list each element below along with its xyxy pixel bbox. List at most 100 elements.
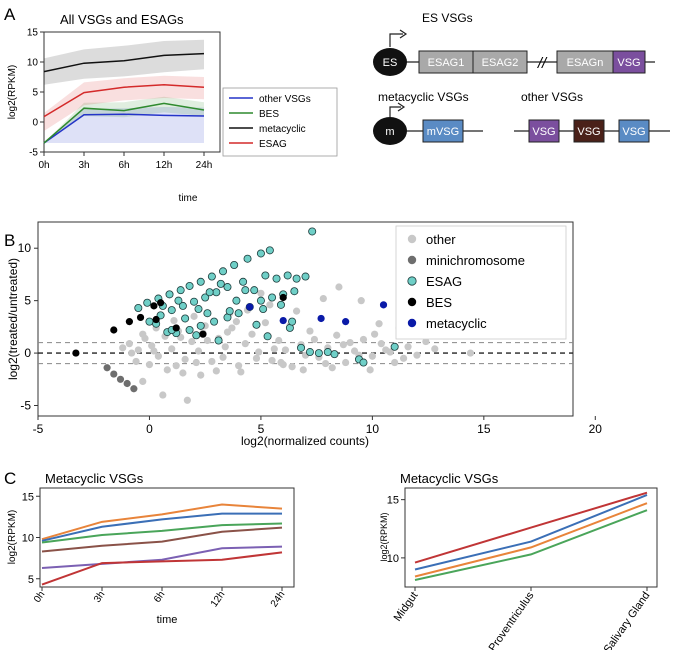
chart-b-point-other_pt — [306, 327, 314, 335]
mvsg-box — [422, 119, 464, 143]
chart-b-point-other_pt — [266, 301, 274, 309]
chart-b-point-esag_pt — [308, 227, 317, 236]
legend-label: ESAG — [259, 139, 287, 150]
chart-b-point-other_pt — [252, 354, 261, 362]
chart-b-point-other_pt — [422, 337, 430, 346]
chart-a-xtick-label: 0h — [38, 160, 49, 171]
chart-b-point-other_pt — [368, 352, 376, 360]
chart-b-point-esag_pt — [194, 305, 203, 314]
chart-b-frame — [37, 221, 574, 417]
legend-frame — [395, 225, 567, 340]
chart-b-point-other_pt — [179, 369, 187, 377]
chart-a-legend: other VSGs BES metacyclic ESAG — [222, 87, 338, 157]
chart-c1-ytick-label: 5 — [28, 574, 34, 586]
chart-b-point-other_pt — [321, 359, 330, 368]
other-vsg-label-3: VSG — [622, 126, 645, 138]
esagn-label: ESAGn — [567, 57, 604, 69]
es-promoter-arrow — [389, 33, 403, 47]
other-title: other VSGs — [521, 90, 583, 104]
chart-b-point-bes_pt — [150, 302, 158, 310]
chart-b-point-esag_pt — [234, 309, 243, 318]
chart-b-xtick-label: 20 — [589, 422, 603, 436]
chart-b-point-esag_pt — [268, 293, 277, 302]
chart-c1-xlabel: time — [157, 614, 178, 626]
chart-b-point-esag_pt — [243, 254, 252, 263]
chart-c1-title: Metacyclic VSGs — [45, 471, 144, 486]
chart-c1-xtick-label: 6h — [152, 589, 167, 604]
chart-c2-frame — [404, 487, 658, 588]
chart-a: All VSGs and ESAGs time log2(RPKM) -5 0 5 1… — [7, 12, 338, 204]
chart-b-point-esag_pt — [323, 348, 332, 357]
chart-c2-line-green — [414, 509, 648, 581]
legend-label: other VSGs — [259, 94, 311, 105]
chart-b-point-esag_pt — [210, 317, 219, 326]
chart-b-point-other_pt — [237, 368, 245, 376]
chart-c1-ytick-label: 10 — [22, 533, 34, 545]
chart-c2-xtick-label: Midgut — [392, 590, 421, 624]
chart-b-point-other_pt — [275, 336, 283, 345]
chart-c1-line-blue — [41, 512, 282, 542]
chart-b-point-other_pt — [212, 367, 220, 375]
other-vsg-label-2: VSG — [577, 126, 600, 138]
chart-c2-xtick-label: Salivary Gland — [602, 590, 653, 650]
chart-b-point-other_pt — [292, 307, 301, 315]
chart-c2-line-red — [414, 491, 648, 564]
chart-b-point-other_pt — [466, 349, 475, 357]
chart-c1-line-red — [41, 551, 283, 586]
chart-b-point-other_pt — [192, 358, 200, 367]
chart-b-point-other_pt — [431, 345, 439, 353]
chart-b-point-other_pt — [299, 366, 307, 374]
chart-b-point-esag_pt — [330, 350, 339, 359]
legend-swatch — [407, 276, 417, 286]
chart-b-point-esag_pt — [192, 331, 201, 340]
chart-b-point-metacyclic_pt — [279, 316, 287, 325]
chart-b-point-metacyclic_pt — [379, 301, 388, 309]
chart-b-point-minichromosome_pt — [116, 375, 125, 383]
chart-c1-ytick-label: 15 — [22, 491, 34, 503]
meta-promoter-label: m — [385, 126, 394, 138]
chart-b-point-esag_pt — [259, 305, 268, 314]
chart-b-point-esag_pt — [241, 286, 250, 295]
chart-a-ytick-label: 5 — [32, 88, 38, 99]
chart-b-point-esag_pt — [219, 267, 228, 276]
chart-b-point-minichromosome_pt — [110, 370, 118, 378]
chart-b-ytick-label: 0 — [24, 346, 31, 360]
chart-b-point-other_pt — [154, 352, 162, 360]
chart-b-point-esag_pt — [276, 300, 285, 309]
chart-a-band-esag — [44, 75, 204, 131]
chart-c2: Metacyclic VSGs log2(RPKM) 10 15 Midgut Pro… — [379, 471, 658, 650]
chart-b-point-esag_pt — [283, 271, 292, 280]
chart-b-point-bes_pt — [152, 315, 160, 324]
chart-b-xtick-label: 10 — [366, 422, 380, 436]
chart-b-point-other_pt — [235, 362, 243, 370]
chart-c1-line-orange — [41, 503, 283, 541]
chart-b-point-esag_pt — [143, 298, 152, 307]
chart-c1-ylabel: log2(RPKM) — [7, 510, 18, 564]
chart-b-point-esag_pt — [134, 303, 143, 312]
chart-a-line-other_vsgs — [43, 113, 205, 144]
chart-b-point-bes_pt — [279, 293, 287, 302]
chart-b-point-esag_pt — [167, 306, 176, 315]
es-promoter — [373, 48, 407, 76]
chart-b-point-esag_pt — [292, 274, 301, 283]
chart-a-xlabel: time — [179, 193, 198, 204]
legend-label: other — [426, 232, 456, 247]
chart-b-point-esag_pt — [145, 317, 154, 326]
esag2-box — [472, 50, 528, 74]
chart-b-point-esag_pt — [176, 286, 185, 295]
chart-a-line-metacyclic — [43, 52, 205, 73]
chart-a-line-bes — [43, 102, 205, 144]
chart-b-point-other_pt — [203, 336, 212, 345]
chart-a-ytick-label: 15 — [27, 28, 39, 39]
chart-b-point-other_pt — [404, 343, 412, 351]
chart-b-point-bes_pt — [72, 349, 80, 357]
legend-label: minichromosome — [426, 253, 525, 268]
chart-b-point-esag_pt — [232, 296, 241, 305]
chart-b-xtick-label: 15 — [477, 422, 491, 436]
chart-b-point-esag_pt — [297, 343, 306, 352]
chart-b-point-metacyclic_pt — [342, 318, 350, 326]
chart-b-ylabel: log2(treated/untreated) — [6, 258, 20, 380]
esag1-label: ESAG1 — [428, 57, 465, 69]
chart-b-point-minichromosome_pt — [130, 385, 138, 393]
chart-b-point-esag_pt — [207, 272, 216, 281]
